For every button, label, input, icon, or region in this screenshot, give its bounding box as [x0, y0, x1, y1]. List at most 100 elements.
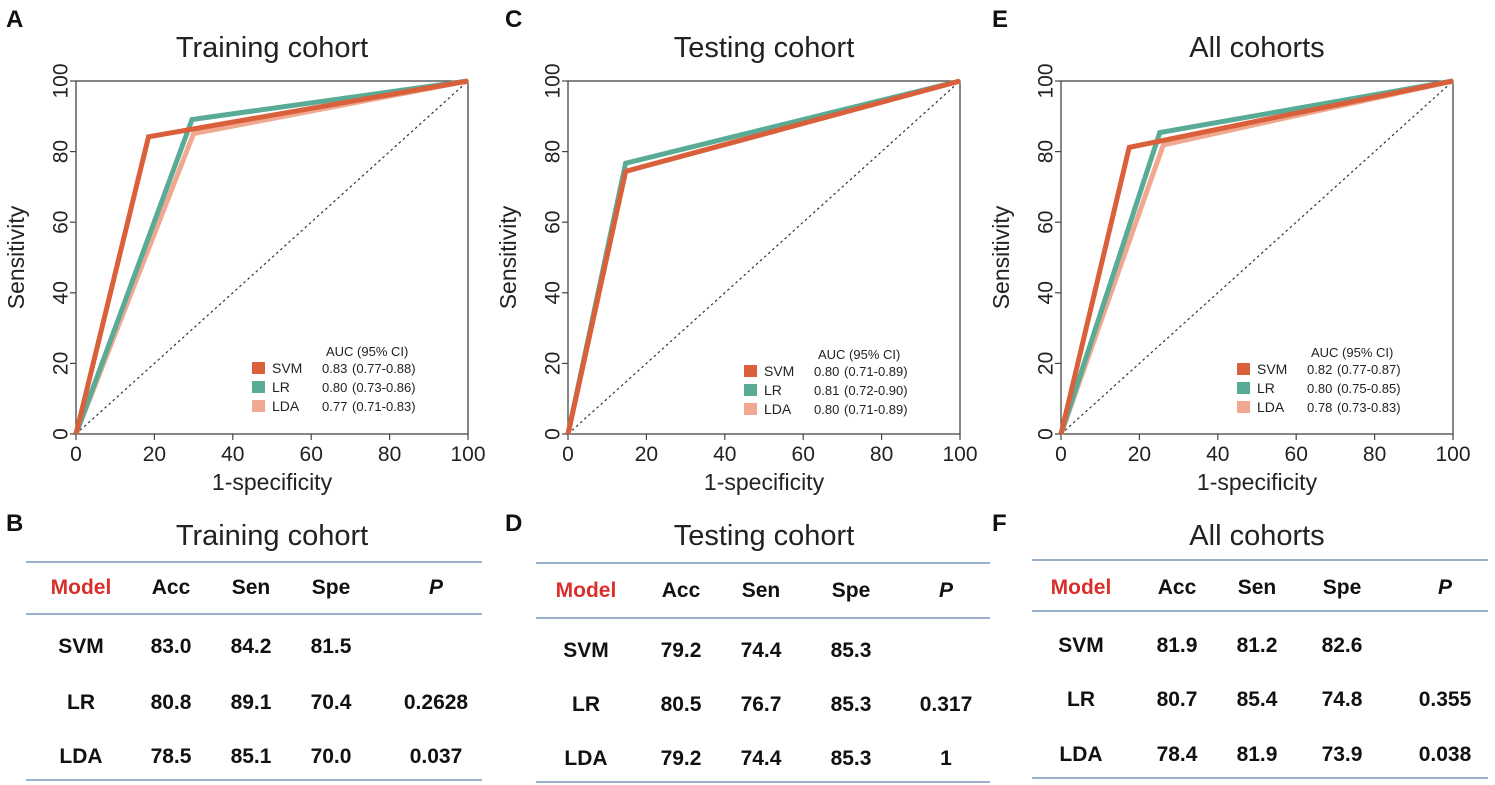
table-cell: 0.317 [919, 693, 973, 716]
x-tick-label: 60 [300, 443, 323, 466]
x-tick-label: 20 [1128, 443, 1151, 466]
legend-ci-lda: (0.71-0.89) [844, 402, 908, 417]
table-header-model: Model [50, 576, 112, 599]
table-cell: LDA [59, 745, 103, 768]
legend-ci-lr: (0.72-0.90) [844, 383, 908, 398]
table-cell: SVM [1058, 634, 1104, 657]
table-cell: 81.2 [1236, 634, 1278, 657]
x-axis-label: 1-specificity [704, 469, 825, 495]
y-tick-label: 0 [50, 428, 73, 440]
y-tick-label: 40 [50, 281, 73, 304]
legend-swatch-lda [252, 400, 265, 412]
x-tick-label: 100 [942, 443, 977, 466]
table-header-spe: Spe [311, 576, 351, 599]
y-axis-label: Sensitivity [495, 205, 521, 309]
legend-auc-lda: 0.78 [1307, 400, 1332, 415]
x-tick-label: 80 [870, 443, 893, 466]
table-cell: LDA [1059, 743, 1103, 766]
panel-letter-d: D [505, 510, 523, 537]
roc-line-svm [73, 78, 469, 435]
y-tick-label: 60 [542, 211, 565, 234]
table-cell: 89.1 [230, 691, 272, 714]
table-cell: 79.2 [660, 747, 702, 770]
table-title-testing: Testing cohort [673, 520, 855, 552]
legend-ci-lr: (0.73-0.86) [352, 380, 416, 395]
legend-model-lr: LR [764, 382, 782, 398]
table-bottom-rule [26, 779, 482, 781]
table-title-training: Training cohort [175, 520, 369, 552]
y-tick-label: 40 [542, 281, 565, 304]
table-header-model: Model [555, 579, 617, 602]
y-tick-label: 20 [542, 352, 565, 375]
legend-swatch-lr [744, 384, 757, 396]
x-tick-label: 80 [378, 443, 401, 466]
x-axis-label: 1-specificity [1197, 469, 1318, 495]
y-tick-label: 100 [50, 63, 73, 98]
legend-swatch-lr [252, 381, 265, 393]
table-cell: 74.4 [740, 639, 782, 662]
table-cell: 82.6 [1321, 634, 1363, 657]
legend-swatch-svm [744, 365, 757, 377]
table-cell: 80.5 [660, 693, 702, 716]
table-cell: 76.7 [740, 693, 782, 716]
chart-title-testing: Testing cohort [673, 32, 855, 64]
legend-swatch-lda [744, 403, 757, 415]
roc-line-lr [73, 78, 469, 435]
table-cell: SVM [58, 635, 104, 658]
table-cell: 0.038 [1418, 743, 1472, 766]
legend-model-svm: SVM [764, 363, 794, 379]
legend-model-svm: SVM [272, 360, 302, 376]
table-cell: 81.5 [310, 635, 352, 658]
y-tick-label: 20 [1035, 352, 1058, 375]
table-cell: 70.4 [310, 691, 352, 714]
table-cell: 80.8 [150, 691, 192, 714]
x-tick-label: 80 [1363, 443, 1386, 466]
legend-swatch-lr [1237, 382, 1250, 394]
x-tick-label: 20 [143, 443, 166, 466]
table-header-acc: Acc [661, 579, 701, 602]
roc-chart-training: 0 20 40 60 80 100 0 20 40 60 80 100 1-specificity Sen… [3, 63, 486, 495]
y-tick-label: 20 [50, 352, 73, 375]
y-axis-label: Sensitivity [3, 205, 29, 309]
x-tick-label: 40 [1206, 443, 1229, 466]
x-tick-label: 40 [221, 443, 244, 466]
legend-model-lda: LDA [1257, 399, 1285, 415]
legend-ci-svm: (0.77-0.88) [352, 361, 416, 376]
y-tick-label: 0 [1035, 428, 1058, 440]
table-cell: LDA [564, 747, 608, 770]
table-cell: 81.9 [1236, 743, 1278, 766]
table-header-acc: Acc [151, 576, 191, 599]
y-tick-label: 60 [1035, 211, 1058, 234]
panel-letter-f: F [992, 510, 1007, 537]
plot-frame [1060, 80, 1454, 435]
legend-auc-lr: 0.81 [814, 383, 839, 398]
chart-title-training: Training cohort [175, 32, 369, 64]
table-cell: 81.9 [1156, 634, 1198, 657]
x-tick-label: 20 [635, 443, 658, 466]
legend-header: AUC (95% CI) [326, 344, 408, 359]
legend-header: AUC (95% CI) [818, 347, 900, 362]
x-tick-label: 60 [792, 443, 815, 466]
table-cell: LR [67, 691, 95, 714]
x-tick-label: 100 [450, 443, 485, 466]
table-header-rule [536, 617, 990, 619]
y-tick-label: 80 [50, 140, 73, 163]
legend-ci-lda: (0.73-0.83) [1337, 400, 1401, 415]
table-title-all: All cohorts [1189, 520, 1325, 552]
legend-model-lr: LR [1257, 380, 1275, 396]
table-cell: 83.0 [150, 635, 192, 658]
table-cell: 78.4 [1156, 743, 1198, 766]
plot-frame [75, 80, 469, 435]
panel-letter-b: B [6, 510, 24, 537]
legend-auc-svm: 0.83 [322, 361, 347, 376]
y-axis-label: Sensitivity [988, 205, 1014, 309]
legend-swatch-svm [252, 362, 265, 374]
y-tick-label: 0 [542, 428, 565, 440]
table-cell: 85.3 [830, 639, 872, 662]
table-header-sen: Sen [1237, 576, 1277, 599]
table-cell: SVM [563, 639, 609, 662]
panel-letter-e: E [992, 6, 1009, 33]
roc-chart-testing: 0 20 40 60 80 100 0 20 40 60 80 100 1-specificity Sen… [495, 63, 978, 495]
table-header-p: P [938, 579, 953, 602]
table-cell: 1 [940, 747, 952, 770]
